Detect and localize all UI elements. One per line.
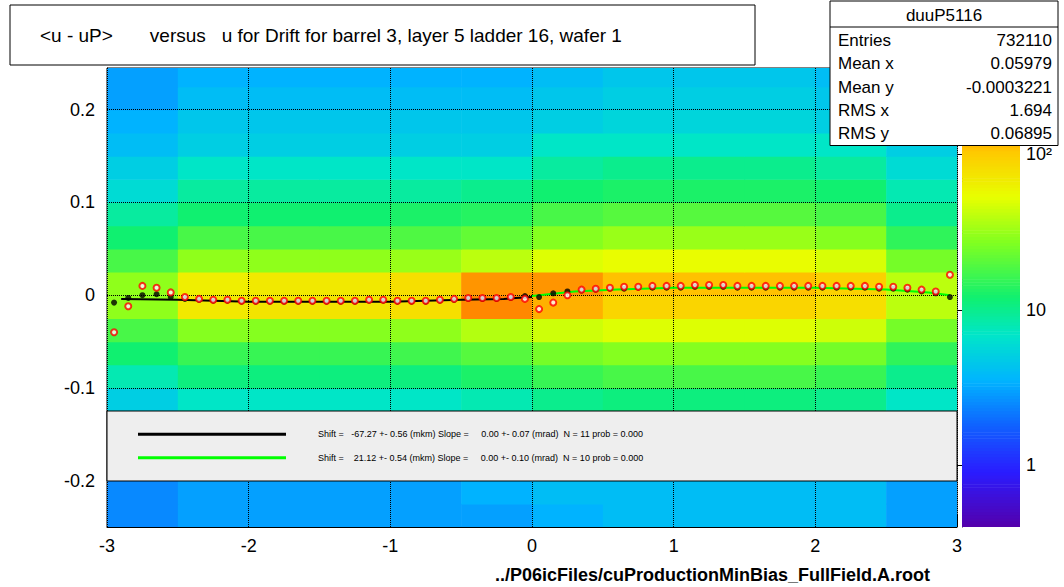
svg-text:1: 1 [1026, 455, 1036, 475]
svg-text:-2: -2 [241, 536, 257, 556]
svg-text:0.1: 0.1 [70, 192, 95, 212]
svg-text:<u - uP> versus u for: <u - uP> versus u for Drift for barrel 3… [40, 25, 622, 46]
svg-text:Mean y: Mean y [838, 78, 894, 97]
svg-text:Shift = 21.12 +- 0.54 (mkm): Shift = 21.12 +- 0.54 (mkm) Slope = 0.00… [318, 453, 643, 463]
svg-text:RMS y: RMS y [838, 124, 890, 143]
svg-text:0: 0 [85, 285, 95, 305]
svg-text:0.05979: 0.05979 [991, 54, 1052, 73]
svg-text:0.2: 0.2 [70, 100, 95, 120]
svg-text:10: 10 [1026, 300, 1046, 320]
svg-text:-3: -3 [99, 536, 115, 556]
svg-text:duuP5116: duuP5116 [906, 6, 982, 25]
svg-text:0.06895: 0.06895 [991, 124, 1052, 143]
svg-text:1.694: 1.694 [1009, 101, 1052, 120]
svg-text:10²: 10² [1026, 144, 1052, 164]
svg-text:Entries: Entries [838, 31, 891, 50]
svg-text:0: 0 [527, 536, 537, 556]
svg-text:-0.2: -0.2 [64, 471, 95, 491]
svg-text:Mean x: Mean x [838, 54, 894, 73]
svg-text:2: 2 [810, 536, 820, 556]
svg-text:1: 1 [669, 536, 679, 556]
svg-text:-0.0003221: -0.0003221 [966, 78, 1052, 97]
svg-text:Shift = -67.27 +- 0.56 (mkm): Shift = -67.27 +- 0.56 (mkm) Slope = 0.0… [318, 429, 643, 439]
svg-text:../P06icFiles/cuProductionMinB: ../P06icFiles/cuProductionMinBias_FullFi… [495, 565, 930, 585]
svg-text:RMS x: RMS x [838, 101, 890, 120]
svg-text:-0.1: -0.1 [64, 378, 95, 398]
svg-text:732110: 732110 [997, 31, 1052, 50]
svg-text:-1: -1 [382, 536, 398, 556]
svg-text:3: 3 [952, 536, 962, 556]
